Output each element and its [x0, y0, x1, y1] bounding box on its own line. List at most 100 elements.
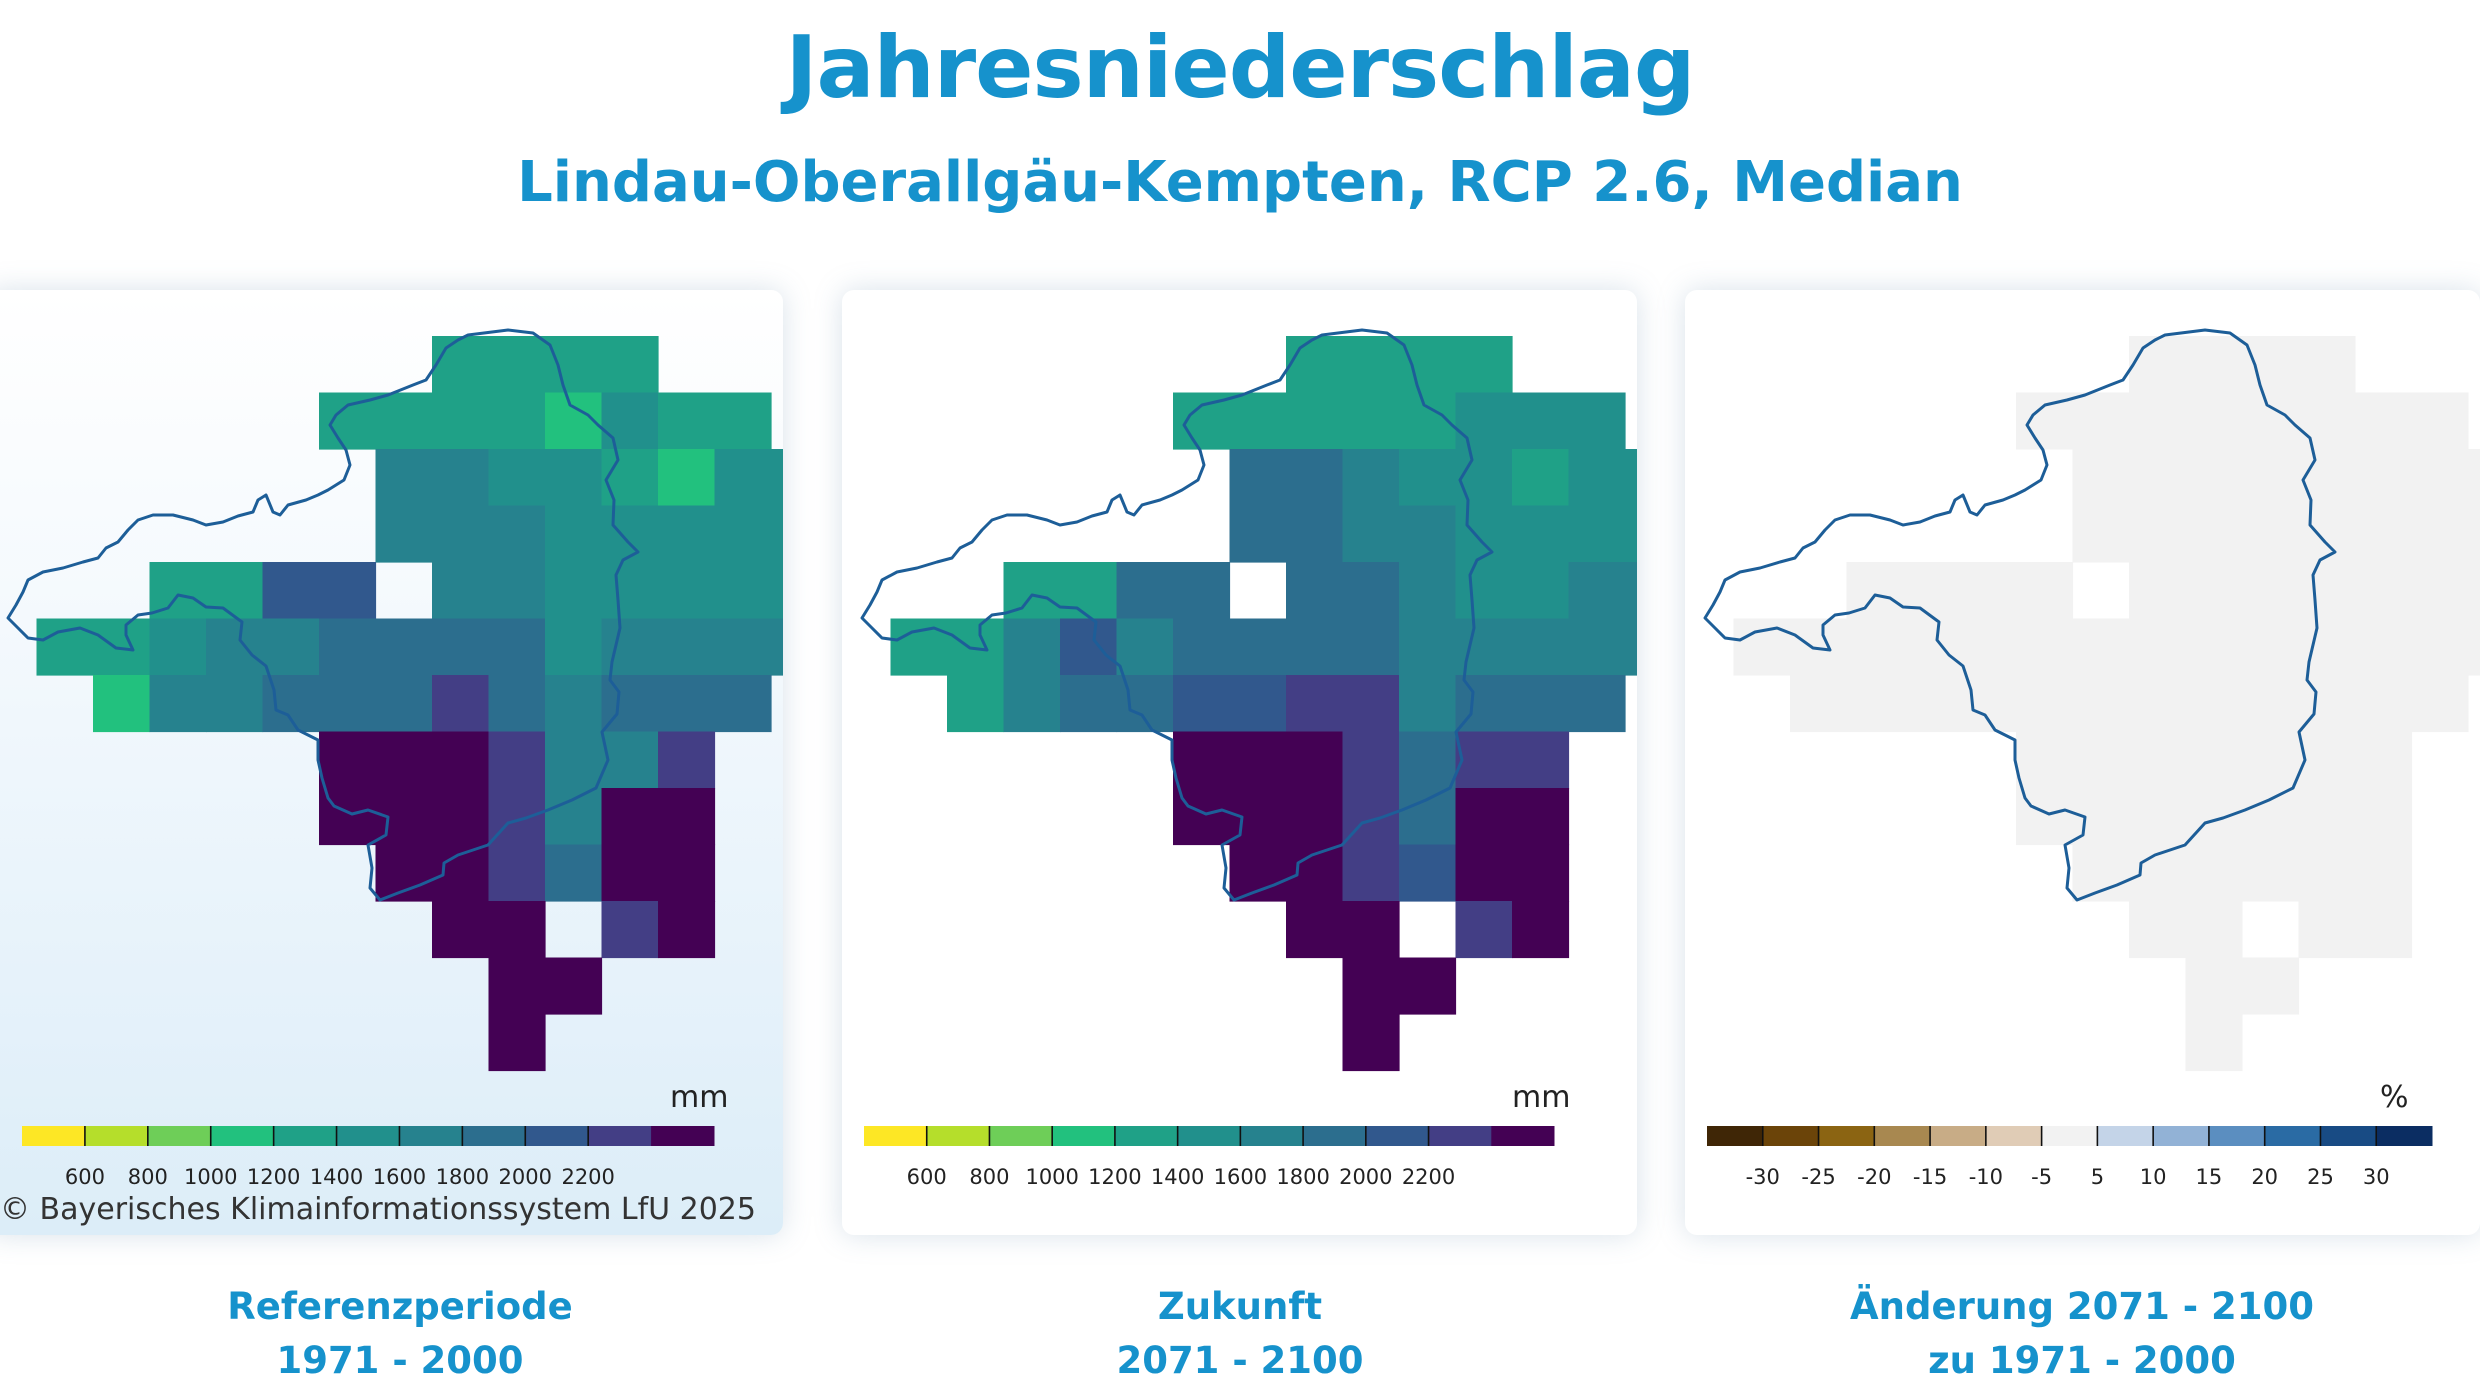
colorbar-swatch: [336, 1126, 400, 1146]
grid-cell: [1512, 731, 1570, 789]
colorbar-swatch: [651, 1126, 715, 1146]
grid-cell: [1903, 675, 1961, 733]
grid-cell: [1568, 392, 1626, 450]
grid-cell: [1790, 618, 1848, 676]
grid-cell: [1229, 392, 1287, 450]
colorbar-swatch: [1818, 1126, 1875, 1146]
grid-cell: [2242, 675, 2300, 733]
grid-cell: [1625, 618, 1637, 676]
grid-cell: [2072, 844, 2130, 902]
grid-cell: [1399, 449, 1457, 507]
grid-cell: [1286, 505, 1344, 563]
grid-cell: [1399, 844, 1457, 902]
colorbar-swatch: [1428, 1126, 1492, 1146]
grid-cell: [601, 901, 659, 959]
grid-cell: [2016, 731, 2074, 789]
grid-cell: [1399, 957, 1457, 1015]
grid-cell: [2242, 562, 2300, 620]
map-panel-future: 600 800 1000 1200 1400 1600 1800 2000 2200 mm: [842, 290, 1637, 1235]
grid-cell: [601, 505, 659, 563]
grid-cell: [1903, 618, 1961, 676]
grid-cell: [2242, 336, 2300, 394]
colorbar-tick-label: 25: [2307, 1165, 2334, 1189]
grid-cell: [601, 844, 659, 902]
grid-cell: [1342, 957, 1400, 1015]
colorbar-swatch: [1874, 1126, 1931, 1146]
raster-grid: [890, 336, 1637, 1072]
grid-cell: [2129, 336, 2187, 394]
colorbar-tick-label: 20: [2251, 1165, 2278, 1189]
grid-cell: [1286, 788, 1344, 846]
grid-cell: [2016, 675, 2074, 733]
colorbar-swatch: [2041, 1126, 2098, 1146]
grid-cell: [714, 675, 772, 733]
colorbar-swatch: [1930, 1126, 1987, 1146]
colorbar-tick-label: 1200: [1088, 1165, 1141, 1189]
grid-cell: [432, 449, 490, 507]
grid-cell: [1568, 449, 1626, 507]
grid-cell: [36, 618, 94, 676]
colorbar-tick-label: 2000: [499, 1165, 552, 1189]
grid-cell: [1733, 618, 1791, 676]
colorbar-tick-label: 600: [907, 1165, 947, 1189]
colorbar-swatch: [1985, 1126, 2043, 1146]
grid-cell: [1846, 675, 1904, 733]
grid-cell: [1286, 449, 1344, 507]
grid-cell: [2072, 731, 2130, 789]
colorbar-swatch: [588, 1126, 652, 1146]
grid-cell: [432, 505, 490, 563]
grid-cell: [1455, 449, 1513, 507]
grid-cell: [1846, 618, 1904, 676]
colorbar-swatch: [22, 1126, 86, 1146]
grid-cell: [658, 505, 716, 563]
grid-cell: [658, 562, 716, 620]
grid-cell: [1455, 731, 1513, 789]
grid-cell: [1342, 505, 1400, 563]
grid-cell: [488, 336, 546, 394]
grid-cell: [1229, 731, 1287, 789]
grid-cell: [2129, 562, 2187, 620]
grid-cell: [1003, 618, 1061, 676]
grid-cell: [1399, 505, 1457, 563]
grid-cell: [2129, 449, 2187, 507]
grid-cell: [2355, 675, 2413, 733]
grid-cell: [2129, 505, 2187, 563]
grid-cell: [2355, 562, 2413, 620]
map-panel-change: -30 -25 -20 -15 -10 -5 5 10 15 20 25 30 %: [1685, 290, 2480, 1235]
future-map: 600 800 1000 1200 1400 1600 1800 2000 2200: [860, 328, 1637, 1189]
grid-cell: [206, 675, 264, 733]
colorbar-swatch: [1177, 1126, 1241, 1146]
grid-cell: [1399, 336, 1457, 394]
grid-cell: [1229, 505, 1287, 563]
grid-cell: [2242, 618, 2300, 676]
grid-cell: [601, 562, 659, 620]
grid-cell: [432, 618, 490, 676]
colorbar-tick-label: 30: [2363, 1165, 2390, 1189]
grid-cell: [262, 562, 320, 620]
grid-cell: [1342, 1014, 1400, 1072]
grid-cell: [1959, 618, 2017, 676]
grid-cell: [432, 562, 490, 620]
grid-cell: [1455, 562, 1513, 620]
grid-cell: [1455, 336, 1513, 394]
grid-cell: [2129, 618, 2187, 676]
colorbar-swatch: [2264, 1126, 2321, 1146]
grid-cell: [545, 505, 603, 563]
grid-cell: [2016, 562, 2074, 620]
colorbar-tick-label: 1000: [184, 1165, 237, 1189]
grid-cell: [1455, 505, 1513, 563]
colorbar-tick-label: -20: [1857, 1165, 1891, 1189]
caption-change-line2: zu 1971 - 2000: [1928, 1339, 2236, 1382]
grid-cell: [2298, 449, 2356, 507]
grid-cell: [1342, 675, 1400, 733]
grid-cell: [2185, 336, 2243, 394]
grid-cell: [2411, 505, 2469, 563]
colorbar-tick-label: 1600: [1214, 1165, 1267, 1189]
grid-cell: [1342, 392, 1400, 450]
grid-cell: [1568, 562, 1626, 620]
district-outline: [860, 328, 1494, 902]
grid-cell: [1512, 562, 1570, 620]
district-outline: [1703, 328, 2337, 902]
colorbar-tick-label: 10: [2140, 1165, 2167, 1189]
grid-cell: [947, 675, 1005, 733]
